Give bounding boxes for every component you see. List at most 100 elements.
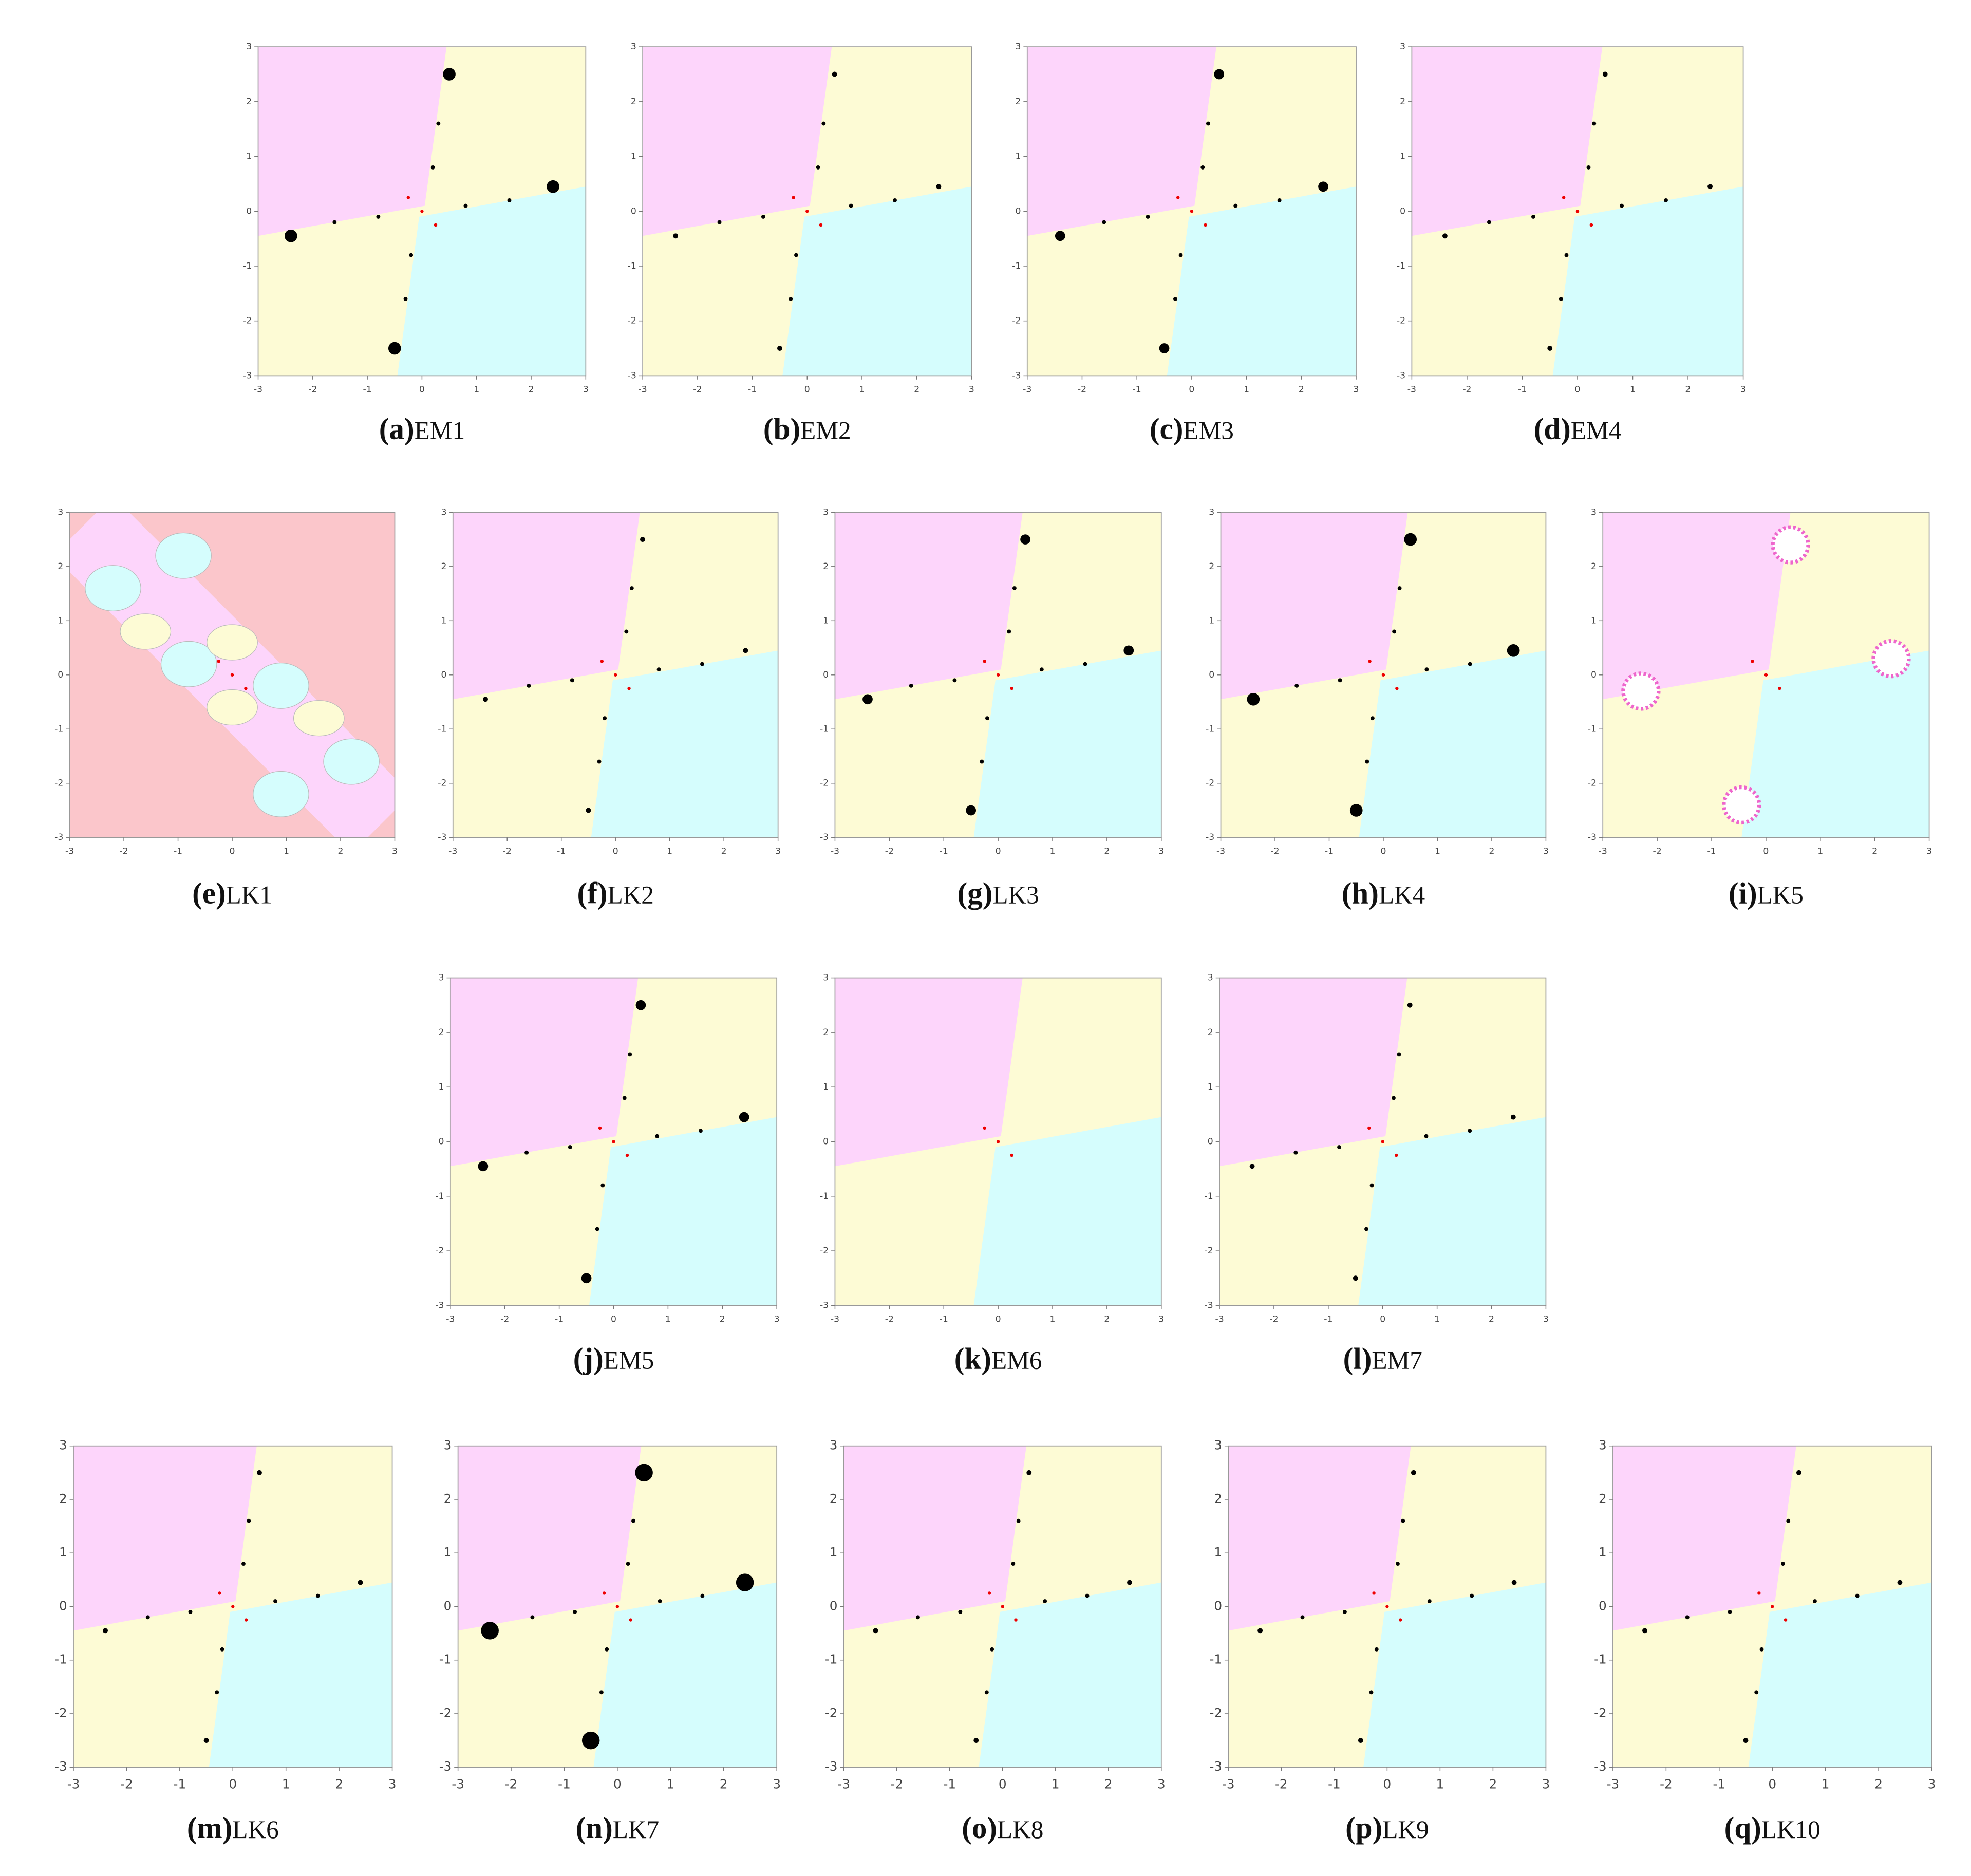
x-tick-label: -2 <box>1462 384 1471 395</box>
caption-letter: (h) <box>1342 876 1379 910</box>
root <box>406 196 410 199</box>
x-tick-label: 3 <box>1157 1777 1166 1792</box>
basin-region <box>1167 186 1357 376</box>
y-tick-label: 2 <box>823 1027 829 1038</box>
caption-label: LK3 <box>992 880 1039 909</box>
attractor-dot <box>481 1622 499 1640</box>
attractor-dot <box>640 537 645 542</box>
y-tick-label: 2 <box>830 1491 838 1506</box>
x-tick-label: 3 <box>774 1314 780 1324</box>
y-tick-label: 3 <box>823 507 829 517</box>
basin-region <box>782 186 972 376</box>
y-tick-label: -1 <box>628 261 636 271</box>
root <box>1368 660 1372 663</box>
basin-plot <box>73 1446 392 1768</box>
y-tick-label: 2 <box>439 1027 444 1038</box>
x-tick-label: -1 <box>940 1314 948 1324</box>
basin-region <box>1358 1117 1546 1306</box>
root <box>805 210 809 213</box>
x-tick-label: 0 <box>1380 846 1386 856</box>
y-tick-label: -3 <box>820 1300 829 1310</box>
root <box>420 210 424 213</box>
y-tick-label: -3 <box>439 1759 452 1774</box>
y-tick-label: 0 <box>1209 670 1214 680</box>
attractor-dot <box>1424 1134 1429 1138</box>
y-tick-label: 1 <box>1591 615 1597 626</box>
attractor-dot <box>635 1464 653 1482</box>
x-tick-label: -2 <box>693 384 702 395</box>
panel: -3 -2 -1 0 1 2 3 -3 -2 -1 0 1 2 3 (f)LK2 <box>438 507 781 910</box>
y-tick-label: -2 <box>54 1705 67 1720</box>
attractor-dot <box>581 1731 600 1750</box>
basin-region <box>1027 47 1216 236</box>
y-tick-label: -3 <box>1209 1759 1222 1774</box>
basin-region <box>843 1446 1027 1631</box>
root <box>434 223 438 227</box>
x-tick-label: 0 <box>804 384 810 395</box>
caption-label: LK7 <box>613 1815 659 1844</box>
y-tick-label: -1 <box>820 1191 829 1202</box>
attractor-dot <box>1487 220 1491 224</box>
caption-letter: (k) <box>954 1342 991 1376</box>
x-tick-label: 2 <box>1299 384 1304 395</box>
attractor-dot <box>936 184 942 190</box>
x-tick-label: -2 <box>1270 846 1279 856</box>
attractor-dot <box>599 1690 604 1695</box>
panel: -3 -2 -1 0 1 2 3 -3 -2 -1 0 1 2 3 (q)LK10 <box>1594 1438 1936 1845</box>
basin-region <box>1552 186 1743 376</box>
root <box>1784 1618 1788 1622</box>
y-tick-label: -1 <box>439 1652 452 1667</box>
attractor-dot <box>1586 165 1591 170</box>
y-tick-label: -2 <box>1205 1246 1213 1256</box>
attractor-dot <box>1510 1114 1516 1120</box>
y-tick-label: -2 <box>1588 778 1597 789</box>
x-tick-label: -3 <box>837 1777 850 1792</box>
attractor-dot <box>1511 1580 1517 1585</box>
y-tick-label: 1 <box>631 152 636 162</box>
caption-letter: (c) <box>1150 412 1184 446</box>
attractor-dot <box>862 694 873 705</box>
x-tick-label: 2 <box>1874 1777 1883 1792</box>
attractor-dot <box>1300 1615 1305 1620</box>
y-tick-label: -2 <box>825 1705 838 1720</box>
basin-region <box>593 1582 777 1768</box>
root <box>1757 1591 1761 1595</box>
caption-letter: (j) <box>573 1342 604 1376</box>
caption-letter: (e) <box>192 876 226 910</box>
panel: -3 -2 -1 0 1 2 3 -3 -2 -1 0 1 2 3 (p)LK9 <box>1209 1438 1550 1845</box>
attractor-dot <box>530 1615 535 1620</box>
flower <box>1771 525 1810 565</box>
y-tick-label: 3 <box>1591 507 1597 517</box>
caption: (o)LK8 <box>962 1811 1043 1845</box>
y-tick-label: 1 <box>1208 1082 1213 1092</box>
x-tick-label: 3 <box>1926 846 1932 856</box>
basin-plot <box>835 512 1161 838</box>
caption-label: EM1 <box>415 417 465 445</box>
y-tick-label: -2 <box>1397 316 1405 326</box>
y-tick-label: 1 <box>441 615 446 626</box>
y-tick-label: 0 <box>1591 670 1597 680</box>
root <box>1190 210 1194 213</box>
root <box>1204 223 1207 227</box>
y-tick-label: -1 <box>1209 1652 1222 1667</box>
x-tick-label: 0 <box>230 846 235 856</box>
basin-region <box>835 512 1023 700</box>
y-tick-label: 2 <box>1209 561 1214 572</box>
x-tick-label: 0 <box>1380 1314 1385 1324</box>
caption: (k)EM6 <box>954 1342 1042 1376</box>
caption-letter: (d) <box>1534 412 1571 446</box>
caption-letter: (l) <box>1343 1342 1372 1376</box>
x-tick-label: -1 <box>940 846 948 856</box>
attractor-dot <box>597 759 602 764</box>
panel: -3 -2 -1 0 1 2 3 -3 -2 -1 0 1 2 3 (o)LK8 <box>825 1438 1166 1845</box>
x-tick-label: 3 <box>392 846 398 856</box>
attractor-dot <box>909 683 913 688</box>
x-tick-label: 3 <box>583 384 589 395</box>
basin-region <box>209 1582 392 1768</box>
x-tick-label: 2 <box>338 846 344 856</box>
attractor-dot <box>1016 1518 1021 1523</box>
attractor-dot <box>1039 667 1044 672</box>
y-tick-label: -2 <box>54 778 63 789</box>
attractor-dot <box>990 1647 994 1652</box>
